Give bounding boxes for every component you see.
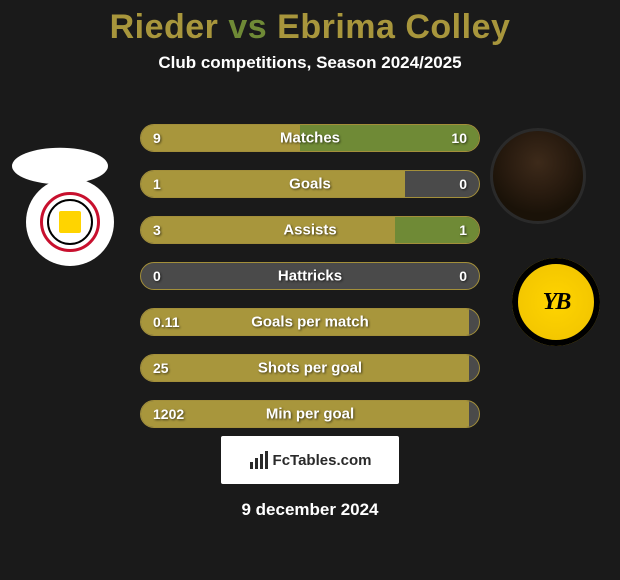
stat-label: Matches: [280, 130, 340, 147]
player2-value: 0: [459, 176, 467, 192]
brand-name: FcTables.com: [273, 452, 372, 469]
stat-row: 1 Goals 0: [140, 170, 480, 198]
stat-row: 0 Hattricks 0: [140, 262, 480, 290]
player1-name: Rieder: [110, 8, 219, 46]
brand-badge: FcTables.com: [221, 436, 399, 484]
page-title: Rieder vs Ebrima Colley: [0, 0, 620, 47]
player2-club-text: YB: [543, 289, 570, 316]
stat-label: Assists: [283, 222, 336, 239]
stat-label: Goals: [289, 176, 331, 193]
player1-value: 1: [153, 176, 161, 192]
player1-club-badge: [26, 178, 114, 266]
player2-value: 1: [459, 222, 467, 238]
player1-value: 9: [153, 130, 161, 146]
chart-icon: [249, 450, 269, 470]
stat-row: 3 Assists 1: [140, 216, 480, 244]
player1-value: 25: [153, 360, 169, 376]
stat-row: 25 Shots per goal: [140, 354, 480, 382]
player1-value: 1202: [153, 406, 184, 422]
subtitle: Club competitions, Season 2024/2025: [0, 53, 620, 73]
stat-label: Shots per goal: [258, 360, 362, 377]
stat-row: 9 Matches 10: [140, 124, 480, 152]
stats-container: 9Matches101Goals03Assists10Hattricks00.1…: [140, 124, 480, 446]
player1-value: 0: [153, 268, 161, 284]
date-text: 9 december 2024: [0, 500, 620, 520]
player2-value: 0: [459, 268, 467, 284]
stat-row: 0.11 Goals per match: [140, 308, 480, 336]
player1-bar: [141, 125, 300, 151]
stat-row: 1202 Min per goal: [140, 400, 480, 428]
stat-label: Hattricks: [278, 268, 342, 285]
vs-text: vs: [228, 8, 277, 46]
player1-bar: [141, 171, 405, 197]
player2-name: Ebrima Colley: [277, 8, 510, 46]
stat-label: Goals per match: [251, 314, 369, 331]
player1-value: 3: [153, 222, 161, 238]
player2-avatar: [490, 128, 586, 224]
player2-value: 10: [451, 130, 467, 146]
player2-club-badge: YB: [512, 258, 600, 346]
player1-value: 0.11: [153, 314, 179, 330]
player1-bar: [141, 217, 395, 243]
stat-label: Min per goal: [266, 406, 354, 423]
